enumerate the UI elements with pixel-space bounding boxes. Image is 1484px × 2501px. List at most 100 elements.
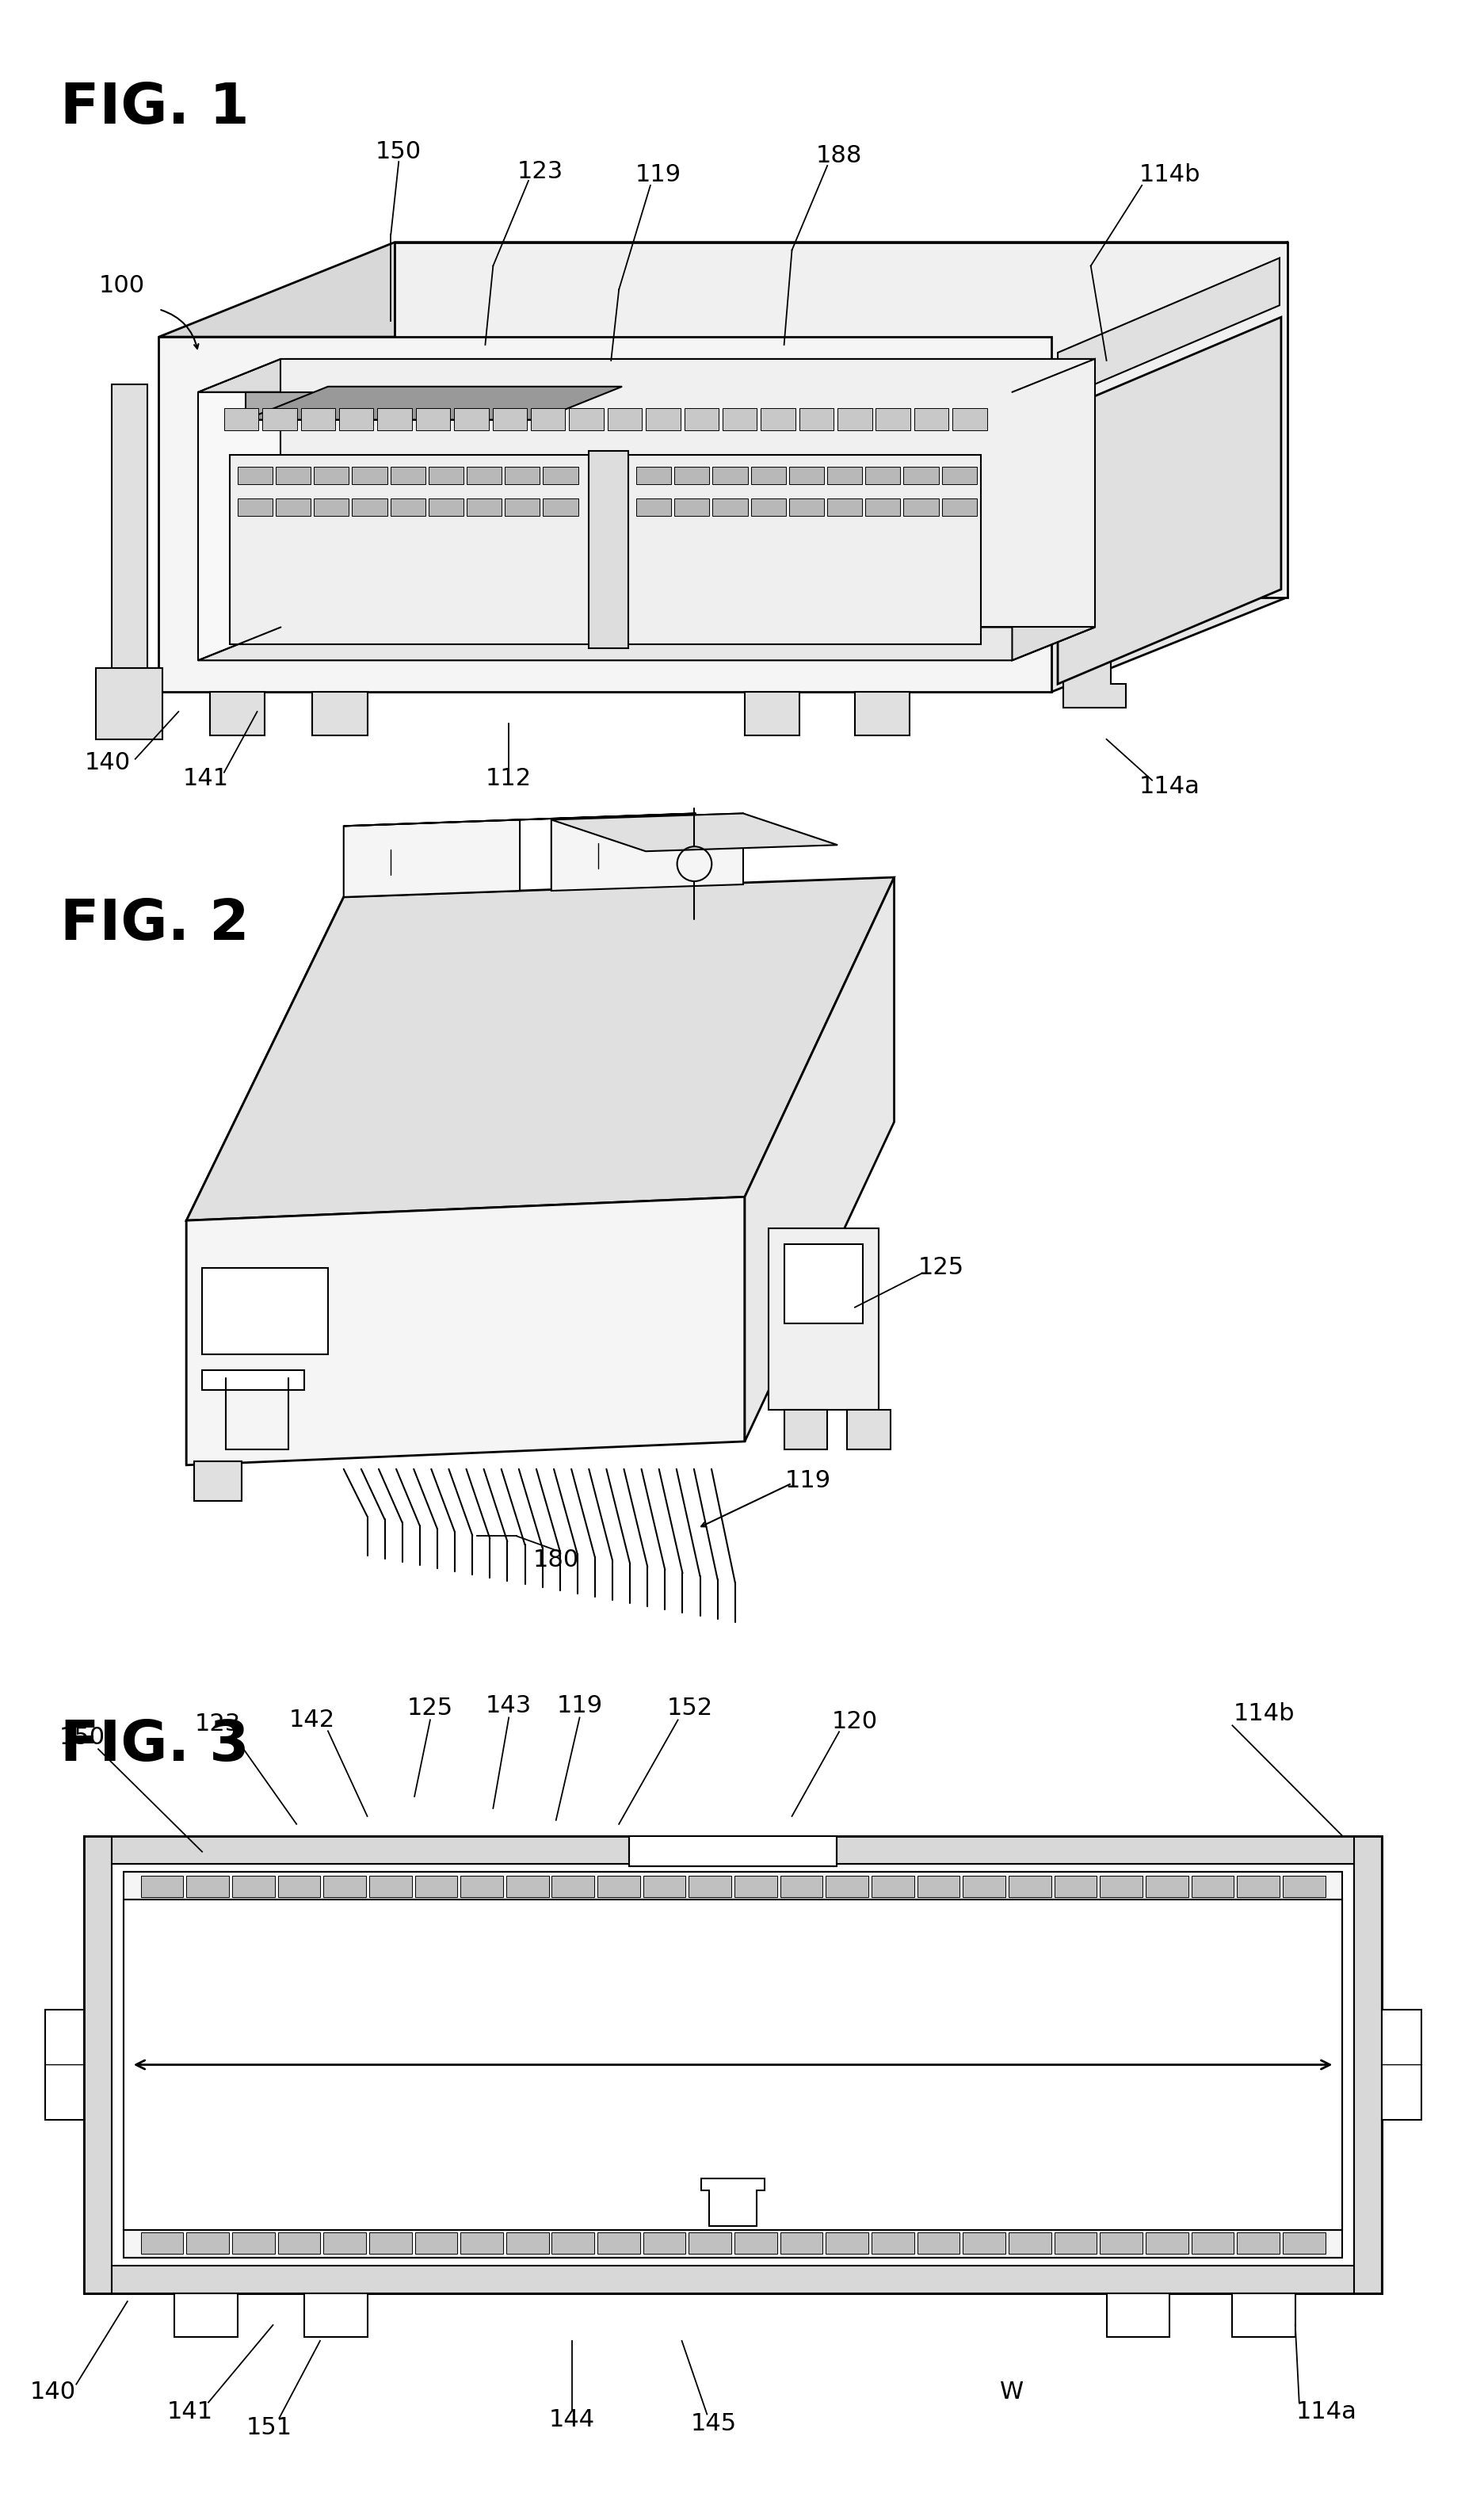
Polygon shape bbox=[245, 388, 622, 420]
Polygon shape bbox=[199, 393, 1012, 660]
Bar bbox=[202, 1371, 304, 1391]
Text: 144: 144 bbox=[549, 2408, 595, 2431]
Bar bbox=[800, 408, 834, 430]
Bar bbox=[505, 468, 540, 485]
Bar bbox=[1232, 2293, 1296, 2336]
Text: 143: 143 bbox=[485, 1693, 531, 1718]
Text: 150: 150 bbox=[59, 1726, 105, 1748]
Bar bbox=[865, 468, 901, 485]
Bar bbox=[689, 1876, 732, 1898]
Polygon shape bbox=[187, 898, 344, 1466]
Bar bbox=[751, 468, 787, 485]
Bar bbox=[304, 2293, 367, 2336]
Text: 119: 119 bbox=[785, 1471, 831, 1493]
Text: 141: 141 bbox=[183, 768, 229, 790]
Bar bbox=[837, 408, 873, 430]
Bar bbox=[429, 468, 463, 485]
Polygon shape bbox=[344, 820, 519, 898]
Polygon shape bbox=[187, 878, 895, 1220]
Text: 152: 152 bbox=[666, 1696, 712, 1721]
Bar bbox=[141, 1876, 184, 1898]
Bar bbox=[1009, 2231, 1051, 2253]
Bar bbox=[324, 1876, 367, 1898]
Bar bbox=[466, 498, 502, 515]
Bar bbox=[789, 498, 824, 515]
Bar bbox=[963, 1876, 1006, 1898]
Polygon shape bbox=[85, 1836, 1382, 1863]
Text: FIG. 3: FIG. 3 bbox=[61, 1718, 249, 1773]
Bar bbox=[232, 2231, 275, 2253]
Bar bbox=[175, 2293, 237, 2336]
Text: 125: 125 bbox=[407, 1696, 453, 1721]
Polygon shape bbox=[1063, 408, 1126, 708]
Polygon shape bbox=[629, 1836, 837, 1866]
Bar bbox=[460, 1876, 503, 1898]
Polygon shape bbox=[209, 693, 266, 735]
Polygon shape bbox=[551, 813, 743, 890]
Polygon shape bbox=[702, 2178, 764, 2226]
Text: 100: 100 bbox=[99, 275, 145, 298]
Polygon shape bbox=[85, 2266, 1382, 2293]
Bar bbox=[637, 498, 671, 515]
Polygon shape bbox=[230, 455, 981, 645]
Bar bbox=[1238, 2231, 1279, 2253]
Bar bbox=[202, 1268, 328, 1356]
Bar bbox=[505, 498, 540, 515]
Bar bbox=[552, 1876, 595, 1898]
Bar bbox=[315, 468, 349, 485]
Text: 123: 123 bbox=[194, 1713, 240, 1736]
Bar bbox=[643, 2231, 686, 2253]
Bar bbox=[543, 498, 579, 515]
Bar bbox=[904, 468, 938, 485]
Polygon shape bbox=[769, 1228, 879, 1411]
Polygon shape bbox=[96, 668, 163, 740]
Text: 141: 141 bbox=[168, 2401, 214, 2423]
Bar bbox=[674, 468, 709, 485]
Text: 119: 119 bbox=[635, 163, 681, 188]
Bar bbox=[914, 408, 948, 430]
Bar bbox=[466, 468, 502, 485]
Bar bbox=[416, 1876, 457, 1898]
Bar bbox=[493, 408, 527, 430]
Polygon shape bbox=[245, 393, 540, 420]
Bar bbox=[340, 408, 374, 430]
Bar bbox=[370, 1876, 411, 1898]
Bar bbox=[917, 1876, 960, 1898]
Text: 120: 120 bbox=[833, 1711, 879, 1733]
Polygon shape bbox=[745, 878, 895, 1441]
Bar bbox=[1054, 2231, 1097, 2253]
Bar bbox=[224, 408, 258, 430]
Bar bbox=[598, 1876, 640, 1898]
Bar bbox=[232, 1876, 275, 1898]
Bar bbox=[598, 2231, 640, 2253]
Bar bbox=[827, 498, 862, 515]
Text: 114a: 114a bbox=[1296, 2401, 1358, 2423]
Polygon shape bbox=[111, 385, 147, 675]
Text: 114b: 114b bbox=[1233, 1703, 1294, 1726]
Bar bbox=[723, 408, 757, 430]
Text: 180: 180 bbox=[533, 1548, 579, 1571]
Text: 151: 151 bbox=[246, 2416, 292, 2438]
Bar bbox=[570, 408, 604, 430]
Bar bbox=[85, 1836, 1382, 2293]
Bar bbox=[876, 408, 910, 430]
Bar bbox=[827, 1876, 868, 1898]
Polygon shape bbox=[745, 693, 800, 735]
Bar bbox=[589, 450, 628, 648]
Bar bbox=[454, 408, 488, 430]
Text: 188: 188 bbox=[816, 145, 862, 168]
Bar bbox=[377, 408, 413, 430]
Polygon shape bbox=[312, 693, 367, 735]
Bar bbox=[278, 1876, 321, 1898]
Bar bbox=[278, 2231, 321, 2253]
Bar bbox=[141, 2231, 184, 2253]
Bar bbox=[123, 1901, 1343, 2228]
Polygon shape bbox=[1058, 318, 1281, 683]
Bar bbox=[416, 2231, 457, 2253]
Polygon shape bbox=[199, 360, 1095, 393]
Bar bbox=[276, 468, 310, 485]
Polygon shape bbox=[85, 1836, 111, 2293]
Polygon shape bbox=[1012, 360, 1095, 660]
Bar bbox=[390, 498, 426, 515]
Bar bbox=[607, 408, 643, 430]
